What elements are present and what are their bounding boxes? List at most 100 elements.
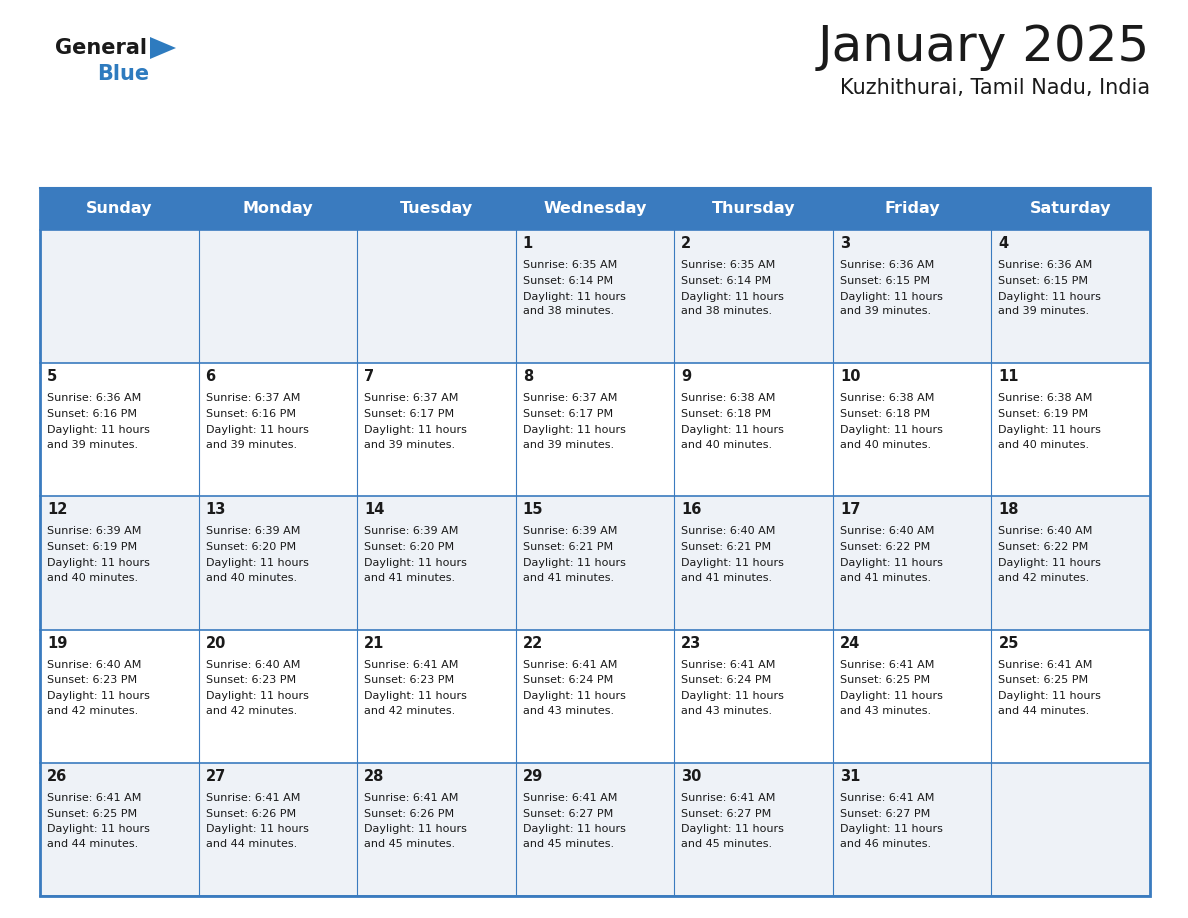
Text: Sunset: 6:26 PM: Sunset: 6:26 PM (365, 809, 454, 819)
Text: Daylight: 11 hours: Daylight: 11 hours (206, 425, 309, 435)
Text: Sunrise: 6:37 AM: Sunrise: 6:37 AM (523, 393, 617, 403)
Text: Daylight: 11 hours: Daylight: 11 hours (523, 691, 626, 701)
Text: Sunset: 6:20 PM: Sunset: 6:20 PM (206, 543, 296, 552)
Text: Daylight: 11 hours: Daylight: 11 hours (840, 824, 943, 834)
Text: Daylight: 11 hours: Daylight: 11 hours (48, 425, 150, 435)
Bar (833, 497, 992, 630)
Text: and 41 minutes.: and 41 minutes. (365, 573, 455, 583)
Bar (358, 763, 516, 896)
Text: 24: 24 (840, 635, 860, 651)
Text: Sunset: 6:15 PM: Sunset: 6:15 PM (998, 275, 1088, 285)
Text: 17: 17 (840, 502, 860, 518)
Bar (40, 763, 198, 896)
Bar (992, 763, 1150, 896)
Text: 29: 29 (523, 768, 543, 784)
Text: and 39 minutes.: and 39 minutes. (48, 440, 138, 450)
Text: and 40 minutes.: and 40 minutes. (998, 440, 1089, 450)
Bar (516, 763, 675, 896)
Bar (675, 230, 833, 364)
Text: Daylight: 11 hours: Daylight: 11 hours (681, 425, 784, 435)
Text: 26: 26 (48, 768, 68, 784)
Bar (40, 188, 1150, 230)
Text: Daylight: 11 hours: Daylight: 11 hours (365, 691, 467, 701)
Text: and 39 minutes.: and 39 minutes. (206, 440, 297, 450)
Bar (675, 497, 833, 630)
Text: and 45 minutes.: and 45 minutes. (681, 839, 772, 849)
Bar (358, 497, 516, 630)
Text: Sunrise: 6:41 AM: Sunrise: 6:41 AM (365, 660, 459, 669)
Text: Sunrise: 6:39 AM: Sunrise: 6:39 AM (523, 526, 617, 536)
Text: and 40 minutes.: and 40 minutes. (681, 440, 772, 450)
Text: Sunset: 6:21 PM: Sunset: 6:21 PM (681, 543, 771, 552)
Text: Blue: Blue (97, 64, 150, 84)
Text: Sunrise: 6:35 AM: Sunrise: 6:35 AM (681, 260, 776, 270)
Text: Sunrise: 6:39 AM: Sunrise: 6:39 AM (206, 526, 299, 536)
Text: Sunset: 6:19 PM: Sunset: 6:19 PM (998, 409, 1088, 419)
Text: and 41 minutes.: and 41 minutes. (681, 573, 772, 583)
Text: and 41 minutes.: and 41 minutes. (840, 573, 931, 583)
Text: Sunset: 6:16 PM: Sunset: 6:16 PM (206, 409, 296, 419)
Text: Sunrise: 6:41 AM: Sunrise: 6:41 AM (840, 660, 934, 669)
Text: and 42 minutes.: and 42 minutes. (365, 706, 455, 716)
Text: Sunset: 6:17 PM: Sunset: 6:17 PM (365, 409, 454, 419)
Text: Sunrise: 6:38 AM: Sunrise: 6:38 AM (840, 393, 934, 403)
Text: and 39 minutes.: and 39 minutes. (998, 307, 1089, 317)
Text: 2: 2 (681, 236, 691, 251)
Text: Daylight: 11 hours: Daylight: 11 hours (206, 824, 309, 834)
Text: 4: 4 (998, 236, 1009, 251)
Bar (516, 364, 675, 497)
Bar (833, 230, 992, 364)
Bar (992, 230, 1150, 364)
Text: and 40 minutes.: and 40 minutes. (48, 573, 138, 583)
Text: Sunrise: 6:37 AM: Sunrise: 6:37 AM (365, 393, 459, 403)
Text: Sunrise: 6:40 AM: Sunrise: 6:40 AM (206, 660, 299, 669)
Text: Sunrise: 6:39 AM: Sunrise: 6:39 AM (365, 526, 459, 536)
Text: Sunset: 6:27 PM: Sunset: 6:27 PM (681, 809, 771, 819)
Text: Daylight: 11 hours: Daylight: 11 hours (840, 691, 943, 701)
Text: Sunset: 6:18 PM: Sunset: 6:18 PM (840, 409, 930, 419)
Text: 31: 31 (840, 768, 860, 784)
Text: Kuzhithurai, Tamil Nadu, India: Kuzhithurai, Tamil Nadu, India (840, 78, 1150, 98)
Text: Sunset: 6:16 PM: Sunset: 6:16 PM (48, 409, 137, 419)
Text: 22: 22 (523, 635, 543, 651)
Text: Saturday: Saturday (1030, 201, 1112, 217)
Text: and 42 minutes.: and 42 minutes. (206, 706, 297, 716)
Text: Sunrise: 6:41 AM: Sunrise: 6:41 AM (365, 793, 459, 803)
Text: and 46 minutes.: and 46 minutes. (840, 839, 931, 849)
Bar (40, 188, 1150, 896)
Text: Daylight: 11 hours: Daylight: 11 hours (998, 292, 1101, 301)
Text: Sunset: 6:17 PM: Sunset: 6:17 PM (523, 409, 613, 419)
Bar (516, 230, 675, 364)
Text: and 43 minutes.: and 43 minutes. (523, 706, 614, 716)
Bar (40, 230, 198, 364)
Text: and 43 minutes.: and 43 minutes. (840, 706, 931, 716)
Text: Friday: Friday (884, 201, 940, 217)
Text: Sunset: 6:24 PM: Sunset: 6:24 PM (523, 676, 613, 686)
Text: 10: 10 (840, 369, 860, 385)
Bar (992, 630, 1150, 763)
Text: 6: 6 (206, 369, 216, 385)
Text: and 42 minutes.: and 42 minutes. (998, 573, 1089, 583)
Text: Sunset: 6:18 PM: Sunset: 6:18 PM (681, 409, 771, 419)
Text: Sunrise: 6:38 AM: Sunrise: 6:38 AM (681, 393, 776, 403)
Text: Sunrise: 6:39 AM: Sunrise: 6:39 AM (48, 526, 141, 536)
Text: Daylight: 11 hours: Daylight: 11 hours (998, 425, 1101, 435)
Text: Sunrise: 6:40 AM: Sunrise: 6:40 AM (48, 660, 141, 669)
Text: 28: 28 (365, 768, 385, 784)
Text: 25: 25 (998, 635, 1019, 651)
Text: Tuesday: Tuesday (400, 201, 473, 217)
Text: Daylight: 11 hours: Daylight: 11 hours (48, 691, 150, 701)
Text: Sunrise: 6:36 AM: Sunrise: 6:36 AM (840, 260, 934, 270)
Text: Sunrise: 6:35 AM: Sunrise: 6:35 AM (523, 260, 617, 270)
Text: Daylight: 11 hours: Daylight: 11 hours (998, 691, 1101, 701)
Bar (833, 763, 992, 896)
Bar (198, 630, 358, 763)
Text: Daylight: 11 hours: Daylight: 11 hours (998, 558, 1101, 568)
Text: Daylight: 11 hours: Daylight: 11 hours (48, 824, 150, 834)
Text: and 45 minutes.: and 45 minutes. (523, 839, 614, 849)
Text: and 39 minutes.: and 39 minutes. (365, 440, 455, 450)
Text: Daylight: 11 hours: Daylight: 11 hours (365, 824, 467, 834)
Bar (358, 630, 516, 763)
Text: Sunrise: 6:41 AM: Sunrise: 6:41 AM (681, 793, 776, 803)
Text: and 43 minutes.: and 43 minutes. (681, 706, 772, 716)
